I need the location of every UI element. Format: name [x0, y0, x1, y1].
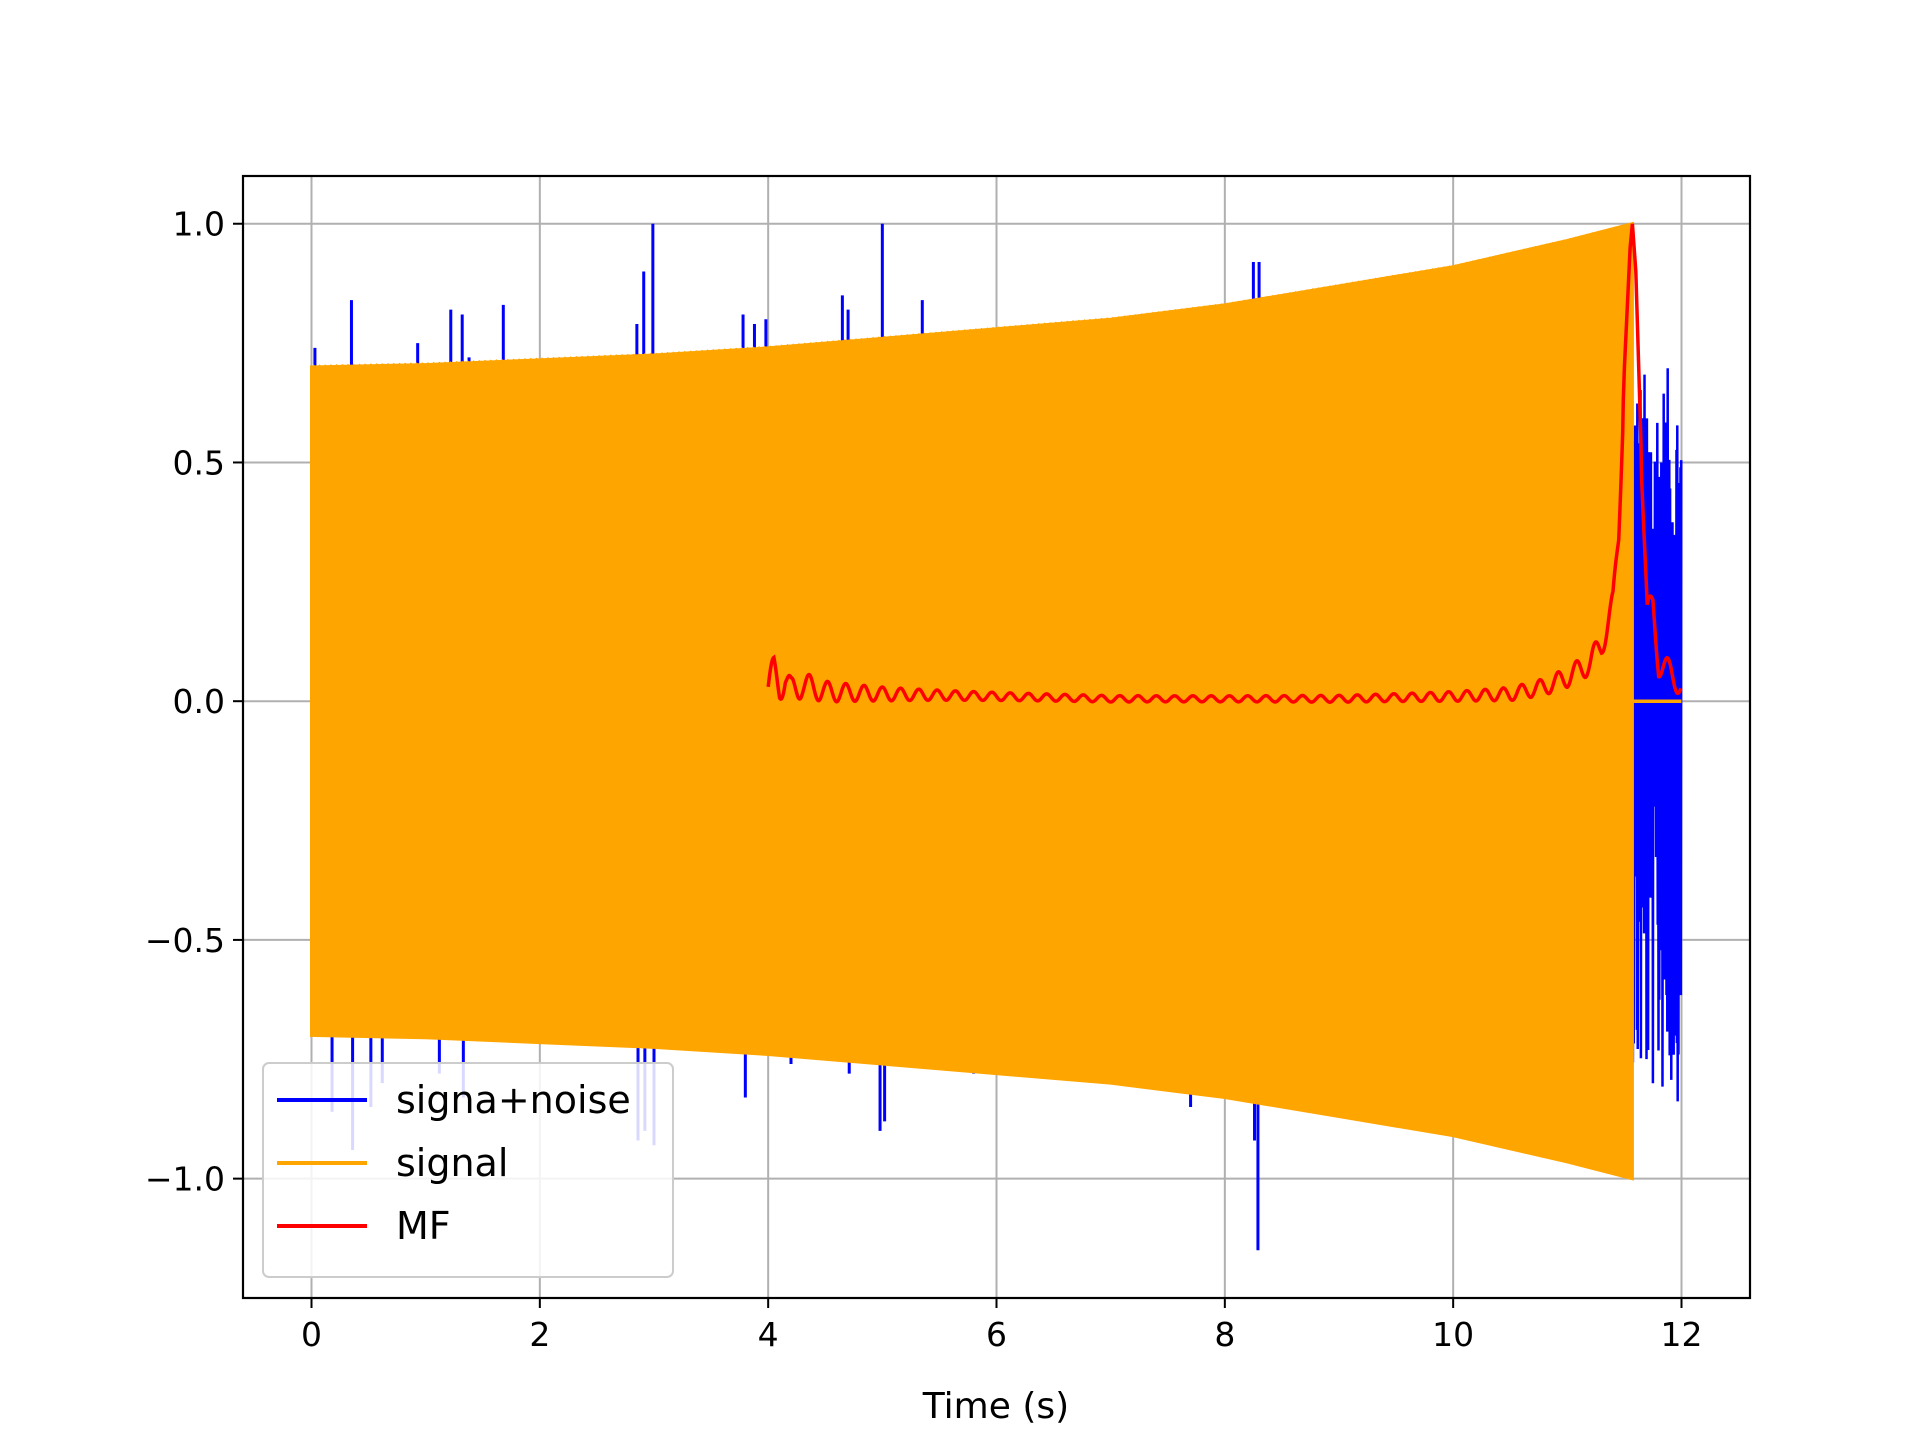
signal-band — [310, 221, 1634, 1181]
x-tick-label-4: 8 — [1214, 1315, 1235, 1354]
y-tick-label-3: 0.5 — [173, 443, 225, 482]
x-tick-label-6: 12 — [1661, 1315, 1703, 1354]
noise-tail — [1628, 368, 1683, 1102]
x-tick-label-3: 6 — [986, 1315, 1007, 1354]
mf-line — [766, 223, 1683, 704]
legend-label-1: signal — [396, 1141, 508, 1185]
legend-box — [262, 1062, 674, 1278]
y-tick-label-1: −0.5 — [145, 921, 225, 960]
y-tick-label-4: 1.0 — [173, 205, 225, 244]
series-layer — [310, 221, 1683, 1251]
legend: signa+noise signal MF — [262, 1062, 674, 1278]
legend-label-0: signa+noise — [396, 1078, 631, 1122]
series-mf — [766, 223, 1683, 704]
x-axis-label: Time (s) — [922, 1386, 1069, 1427]
legend-label-2: MF — [396, 1204, 451, 1248]
x-tick-label-2: 4 — [758, 1315, 779, 1354]
x-tick-label-0: 0 — [301, 1315, 322, 1354]
series-signal — [310, 221, 1682, 1181]
x-tick-label-1: 2 — [529, 1315, 550, 1354]
signal-edge — [310, 221, 1634, 371]
y-tick-label-0: −1.0 — [145, 1160, 225, 1199]
x-tick-label-5: 10 — [1432, 1315, 1474, 1354]
axis-ticks: 0 2 4 6 8 10 12 −1.0 −0.5 0.0 0.5 1.0 — [145, 205, 1703, 1354]
y-tick-label-2: 0.0 — [173, 682, 225, 721]
